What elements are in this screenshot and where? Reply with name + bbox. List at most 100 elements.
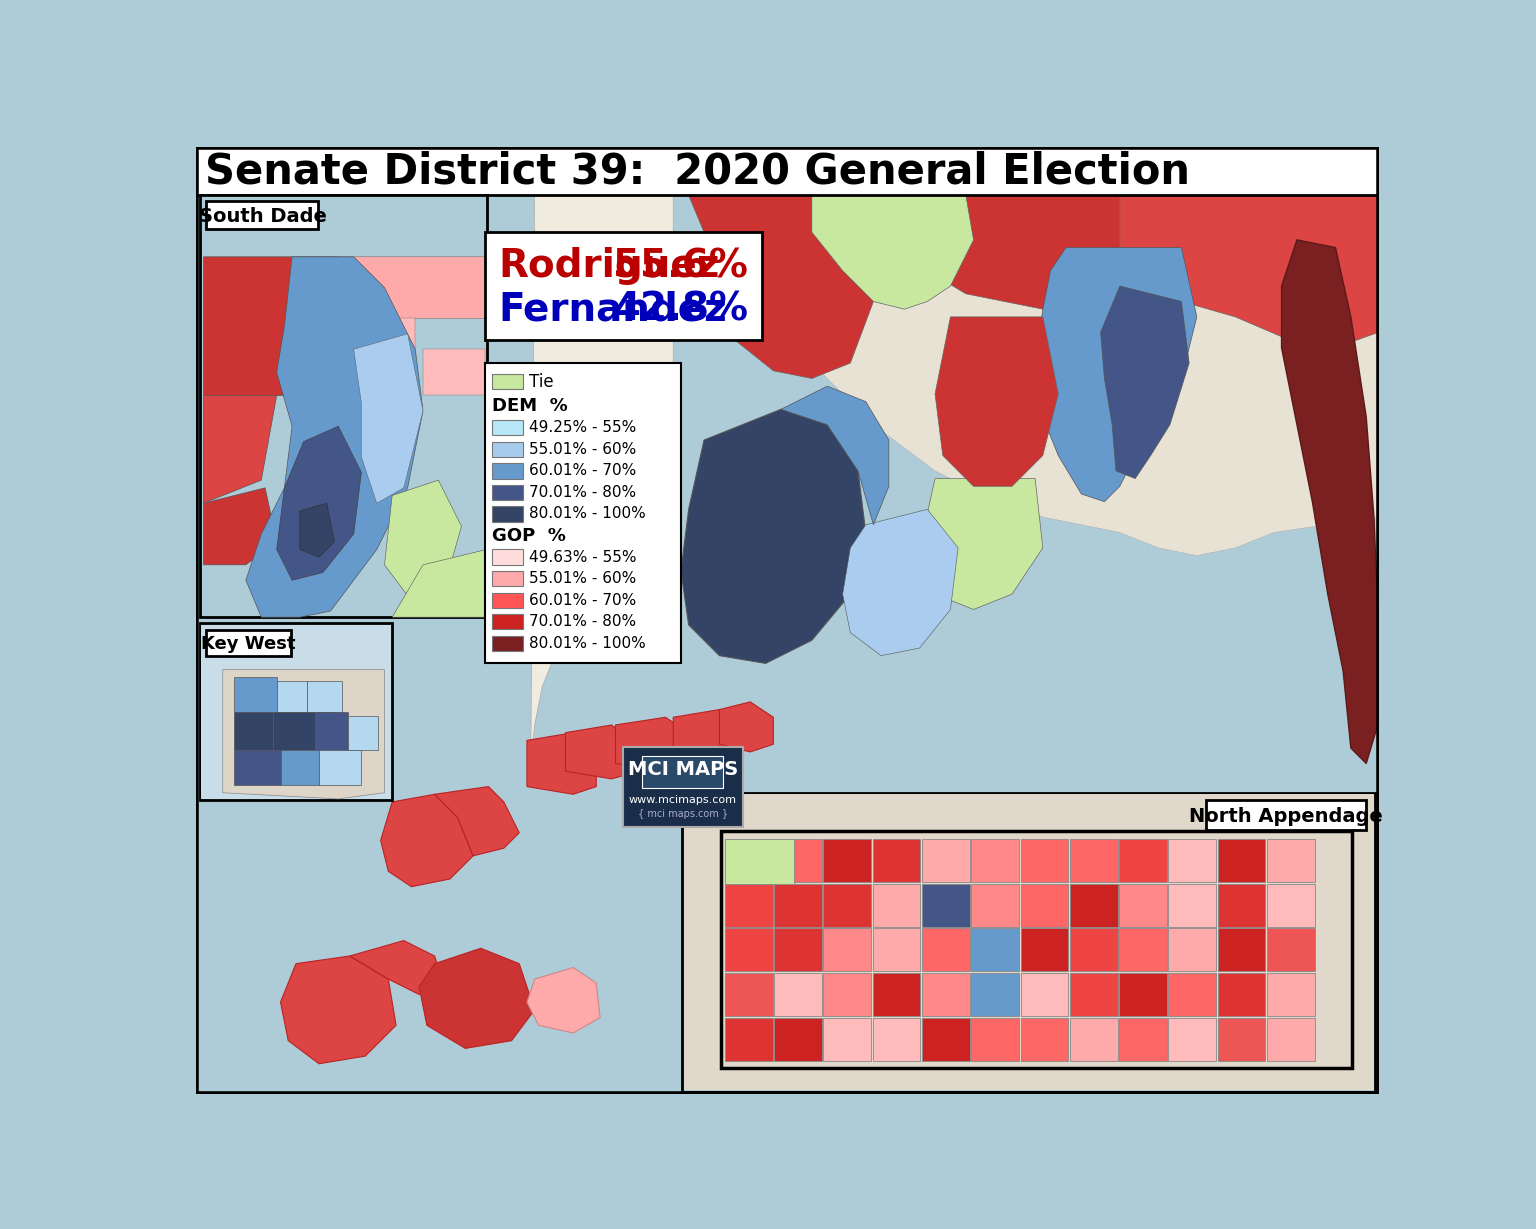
Text: 55.01% - 60%: 55.01% - 60%: [530, 441, 636, 457]
Polygon shape: [777, 828, 836, 875]
Bar: [1120, 839, 1167, 882]
Bar: [1218, 973, 1266, 1016]
Polygon shape: [719, 702, 773, 752]
Bar: [774, 884, 822, 927]
Bar: [1120, 973, 1167, 1016]
Polygon shape: [1101, 286, 1189, 478]
Bar: [872, 928, 920, 971]
Bar: [823, 928, 871, 971]
Polygon shape: [843, 509, 958, 656]
Bar: [1120, 884, 1167, 927]
Bar: [347, 715, 378, 751]
Text: Senate District 39:  2020 General Election: Senate District 39: 2020 General Electio…: [206, 150, 1190, 193]
Text: Tie: Tie: [530, 372, 554, 391]
Polygon shape: [435, 787, 519, 855]
Bar: [971, 1018, 1018, 1061]
Polygon shape: [1120, 195, 1379, 348]
Polygon shape: [204, 257, 353, 396]
Polygon shape: [300, 503, 335, 557]
Bar: [774, 973, 822, 1016]
Polygon shape: [688, 195, 905, 379]
Text: DEM  %: DEM %: [493, 397, 568, 415]
Bar: [1218, 839, 1266, 882]
Bar: [922, 973, 969, 1016]
Bar: [201, 624, 390, 799]
Bar: [493, 592, 524, 608]
Bar: [922, 839, 969, 882]
Bar: [1020, 1018, 1068, 1061]
Bar: [197, 147, 1379, 195]
Polygon shape: [392, 549, 487, 617]
Polygon shape: [673, 709, 742, 763]
Bar: [725, 973, 773, 1016]
Bar: [1267, 1018, 1315, 1061]
Bar: [281, 751, 319, 785]
Polygon shape: [381, 794, 473, 886]
Bar: [235, 751, 281, 785]
Text: www.mcimaps.com: www.mcimaps.com: [628, 795, 737, 805]
Bar: [1267, 839, 1315, 882]
Polygon shape: [688, 195, 1378, 556]
Polygon shape: [384, 481, 461, 596]
Bar: [725, 1018, 773, 1061]
Bar: [624, 746, 742, 827]
Bar: [493, 441, 524, 457]
Bar: [1069, 884, 1118, 927]
Bar: [315, 712, 347, 751]
Text: 60.01% - 70%: 60.01% - 70%: [530, 463, 636, 478]
Polygon shape: [565, 725, 639, 779]
Bar: [493, 484, 524, 500]
Bar: [1206, 800, 1366, 830]
Text: 80.01% - 100%: 80.01% - 100%: [530, 506, 647, 521]
Bar: [1267, 973, 1315, 1016]
Bar: [493, 420, 524, 435]
Text: North Appendage: North Appendage: [1189, 807, 1382, 826]
Bar: [823, 973, 871, 1016]
Polygon shape: [757, 841, 805, 895]
Polygon shape: [616, 718, 688, 771]
Bar: [922, 1018, 969, 1061]
Polygon shape: [531, 195, 673, 763]
Bar: [725, 928, 773, 971]
Text: 70.01% - 80%: 70.01% - 80%: [530, 485, 636, 500]
Bar: [1267, 928, 1315, 971]
Bar: [872, 884, 920, 927]
Polygon shape: [527, 732, 596, 794]
Bar: [725, 839, 794, 884]
Bar: [493, 614, 524, 629]
Bar: [206, 629, 290, 656]
Bar: [1218, 928, 1266, 971]
Polygon shape: [204, 396, 276, 503]
Text: Fernandez: Fernandez: [499, 290, 727, 328]
Bar: [684, 794, 1373, 1090]
Bar: [1218, 884, 1266, 927]
Bar: [200, 623, 392, 800]
Bar: [235, 712, 273, 751]
Bar: [823, 839, 871, 882]
Bar: [235, 677, 276, 712]
Bar: [493, 571, 524, 586]
Bar: [1267, 884, 1315, 927]
Bar: [1169, 839, 1217, 882]
Bar: [1069, 973, 1118, 1016]
Bar: [1069, 928, 1118, 971]
Bar: [922, 928, 969, 971]
Bar: [1169, 884, 1217, 927]
Polygon shape: [780, 386, 889, 525]
Text: 55.01% - 60%: 55.01% - 60%: [530, 571, 636, 586]
Bar: [971, 928, 1018, 971]
Bar: [484, 232, 762, 340]
Bar: [493, 374, 524, 390]
Bar: [422, 349, 484, 396]
Text: 60.01% - 70%: 60.01% - 70%: [530, 592, 636, 607]
Bar: [276, 681, 307, 712]
Bar: [971, 839, 1018, 882]
Text: 70.01% - 80%: 70.01% - 80%: [530, 614, 636, 629]
Polygon shape: [276, 426, 361, 580]
Bar: [273, 712, 315, 751]
Text: 49.25% - 55%: 49.25% - 55%: [530, 420, 636, 435]
Text: 49.63% - 55%: 49.63% - 55%: [530, 549, 637, 564]
Bar: [1069, 839, 1118, 882]
Bar: [1169, 928, 1217, 971]
Polygon shape: [246, 257, 422, 617]
